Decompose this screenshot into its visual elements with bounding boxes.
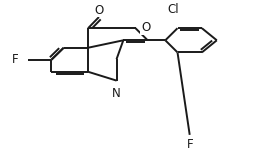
Text: N: N	[112, 87, 121, 100]
Text: O: O	[94, 4, 104, 17]
Text: Cl: Cl	[168, 3, 179, 16]
Text: F: F	[186, 138, 193, 151]
Text: O: O	[141, 21, 150, 34]
Text: F: F	[12, 53, 18, 66]
